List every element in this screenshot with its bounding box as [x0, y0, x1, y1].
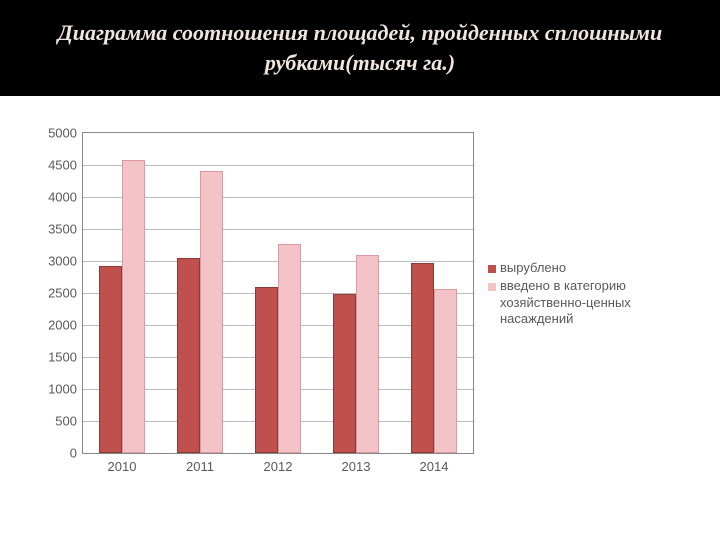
y-axis-label: 0 [70, 446, 83, 461]
x-axis-label: 2013 [342, 453, 371, 474]
y-axis-label: 4500 [48, 158, 83, 173]
bar [255, 287, 278, 453]
legend: вырублено введено в категорию хозяйственн… [488, 260, 680, 329]
bar [200, 171, 223, 453]
bar [278, 244, 301, 453]
plot-area: 0500100015002000250030003500400045005000… [82, 132, 474, 454]
y-axis-label: 500 [55, 414, 83, 429]
y-axis-label: 3000 [48, 254, 83, 269]
bar [333, 294, 356, 453]
legend-item: введено в категорию хозяйственно-ценных … [488, 278, 680, 327]
y-axis-label: 4000 [48, 190, 83, 205]
legend-swatch [488, 283, 496, 291]
legend-label: введено в категорию хозяйственно-ценных … [500, 278, 680, 327]
bar [122, 160, 145, 453]
x-axis-label: 2014 [420, 453, 449, 474]
x-axis-label: 2011 [186, 453, 214, 474]
slide: Диаграмма соотношения площадей, пройденн… [0, 0, 720, 540]
legend-swatch [488, 265, 496, 273]
bar [99, 266, 122, 453]
chart: 0 500 1000 1500 2000 2500 3000 3500 4000 4500 5000… [36, 120, 696, 500]
slide-title: Диаграмма соотношения площадей, пройденн… [36, 18, 684, 77]
x-axis-label: 2012 [264, 453, 293, 474]
bar [356, 255, 379, 453]
legend-item: вырублено [488, 260, 680, 276]
bar [434, 289, 457, 453]
y-axis-label: 5000 [48, 126, 83, 141]
x-axis-label: 2010 [108, 453, 137, 474]
y-axis-label: 2500 [48, 286, 83, 301]
y-axis-label: 1500 [48, 350, 83, 365]
y-axis-label: 2000 [48, 318, 83, 333]
bar [177, 258, 200, 453]
bar [411, 263, 434, 453]
legend-label: вырублено [500, 260, 566, 276]
y-axis-label: 3500 [48, 222, 83, 237]
y-axis-label: 1000 [48, 382, 83, 397]
title-bar: Диаграмма соотношения площадей, пройденн… [0, 0, 720, 96]
